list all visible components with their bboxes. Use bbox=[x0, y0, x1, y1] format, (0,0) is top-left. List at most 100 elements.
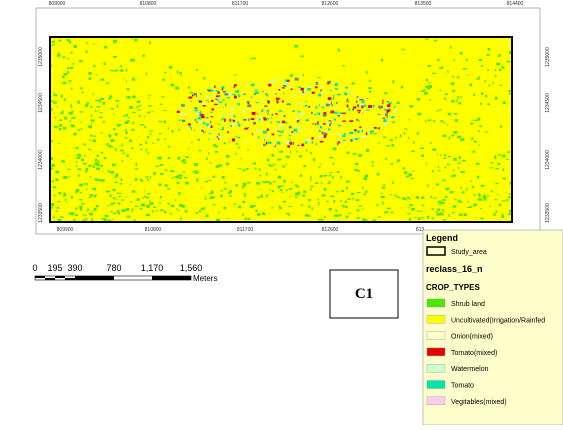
raster-cell bbox=[403, 167, 405, 170]
raster-cell bbox=[64, 73, 68, 75]
raster-cell bbox=[78, 175, 80, 177]
legend-swatch bbox=[427, 397, 445, 405]
raster-cell bbox=[61, 95, 63, 98]
raster-cell bbox=[140, 208, 143, 209]
raster-cell bbox=[479, 199, 483, 201]
raster-cell bbox=[214, 104, 218, 105]
raster-cell bbox=[377, 204, 379, 206]
raster-cell bbox=[252, 205, 256, 207]
panel-label: C1 bbox=[355, 286, 373, 302]
raster-cell bbox=[410, 199, 411, 200]
raster-cell bbox=[477, 176, 479, 179]
raster-cell bbox=[294, 45, 298, 48]
raster-cell bbox=[245, 128, 248, 130]
raster-cell bbox=[66, 178, 67, 179]
raster-cell bbox=[448, 113, 451, 116]
raster-cell bbox=[96, 106, 100, 108]
raster-cell bbox=[267, 110, 269, 113]
raster-cell bbox=[356, 101, 357, 103]
raster-cell bbox=[507, 151, 510, 153]
raster-cell bbox=[425, 86, 428, 88]
raster-cell bbox=[363, 218, 364, 221]
raster-cell bbox=[62, 110, 64, 112]
raster-cell bbox=[140, 144, 142, 146]
raster-cell bbox=[289, 206, 292, 207]
raster-cell bbox=[459, 214, 463, 216]
raster-cell bbox=[79, 206, 82, 209]
raster-cell bbox=[256, 102, 259, 103]
raster-cell bbox=[338, 125, 341, 126]
raster-cell bbox=[324, 188, 326, 191]
raster-cell bbox=[384, 123, 387, 126]
raster-cell bbox=[418, 218, 420, 220]
raster-cell bbox=[108, 220, 112, 222]
raster-cell bbox=[223, 91, 226, 93]
raster-cell bbox=[428, 85, 432, 88]
raster-cell bbox=[383, 119, 386, 122]
raster-cell bbox=[83, 144, 86, 146]
raster-cell bbox=[357, 170, 360, 172]
raster-cell bbox=[110, 194, 112, 197]
raster-cell bbox=[472, 186, 475, 188]
raster-cell bbox=[280, 131, 283, 133]
raster-cell bbox=[164, 72, 166, 74]
raster-cell bbox=[109, 135, 111, 138]
raster-cell bbox=[117, 210, 120, 213]
raster-cell bbox=[136, 163, 138, 166]
raster-cell bbox=[341, 190, 344, 192]
raster-cell bbox=[493, 82, 494, 85]
raster-cell bbox=[95, 100, 99, 102]
raster-cell bbox=[355, 163, 358, 165]
raster-cell bbox=[391, 144, 394, 147]
raster-cell bbox=[234, 84, 237, 86]
raster-cell bbox=[377, 173, 380, 176]
raster-cell bbox=[440, 155, 441, 157]
raster-cell bbox=[252, 58, 256, 60]
raster-cell bbox=[321, 86, 323, 88]
scale-segment bbox=[75, 276, 114, 280]
raster-cell bbox=[195, 212, 198, 214]
raster-cell bbox=[98, 179, 102, 181]
raster-cell bbox=[303, 165, 306, 167]
raster-cell bbox=[301, 88, 305, 91]
raster-cell bbox=[59, 192, 62, 194]
raster-cell bbox=[106, 191, 110, 193]
raster-cell bbox=[95, 159, 97, 162]
raster-cell bbox=[61, 112, 64, 114]
raster-cell bbox=[129, 140, 132, 142]
raster-cell bbox=[145, 141, 147, 144]
raster-cell bbox=[433, 120, 435, 122]
raster-cell bbox=[261, 110, 263, 112]
raster-cell bbox=[183, 171, 186, 172]
raster-cell bbox=[182, 120, 185, 122]
raster-cell bbox=[196, 69, 198, 71]
raster-cell bbox=[262, 91, 264, 92]
raster-cell bbox=[256, 130, 259, 133]
raster-cell bbox=[164, 121, 166, 124]
raster-cell bbox=[344, 92, 347, 95]
raster-cell bbox=[244, 141, 247, 143]
raster-cell bbox=[150, 176, 151, 178]
raster-cell bbox=[297, 120, 299, 122]
raster-cell bbox=[117, 124, 121, 127]
raster-cell bbox=[76, 189, 79, 192]
raster-cell bbox=[427, 88, 430, 89]
raster-cell bbox=[387, 101, 390, 102]
raster-cell bbox=[210, 125, 212, 128]
raster-cell bbox=[234, 75, 237, 76]
raster-cell bbox=[273, 181, 275, 182]
raster-cell bbox=[468, 201, 469, 202]
raster-cell bbox=[146, 176, 149, 178]
raster-cell bbox=[502, 66, 505, 69]
raster-cell bbox=[82, 214, 84, 215]
raster-cell bbox=[370, 133, 372, 135]
legend-title: Legend bbox=[426, 233, 458, 243]
right-tick-label: 1235000 bbox=[545, 47, 551, 67]
raster-cell bbox=[228, 192, 231, 194]
raster-cell bbox=[317, 202, 320, 203]
raster-cell bbox=[368, 105, 372, 108]
raster-cell bbox=[215, 151, 218, 153]
raster-cell bbox=[119, 196, 120, 197]
raster-cell bbox=[121, 178, 123, 181]
raster-cell bbox=[444, 167, 446, 168]
